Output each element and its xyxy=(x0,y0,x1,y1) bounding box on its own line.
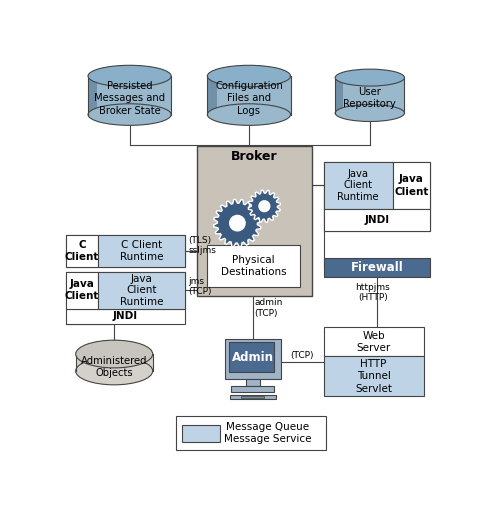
Text: jms
(TCP): jms (TCP) xyxy=(188,276,211,296)
Text: C Client
Runtime: C Client Runtime xyxy=(120,240,163,262)
Bar xyxy=(323,162,429,231)
Polygon shape xyxy=(213,199,261,247)
Polygon shape xyxy=(334,78,342,113)
Bar xyxy=(229,395,275,399)
Bar xyxy=(225,338,280,379)
Text: admin
(TCP): admin (TCP) xyxy=(254,298,282,317)
Ellipse shape xyxy=(334,69,404,86)
Bar xyxy=(228,343,273,372)
Bar xyxy=(65,272,185,309)
Text: httpjms
(HTTP): httpjms (HTTP) xyxy=(355,283,390,302)
Text: Administered
Objects: Administered Objects xyxy=(81,356,147,378)
Polygon shape xyxy=(88,76,171,115)
Text: (TCP): (TCP) xyxy=(290,351,313,360)
Bar xyxy=(241,396,264,398)
Bar xyxy=(323,327,423,356)
Bar xyxy=(65,309,185,324)
Ellipse shape xyxy=(207,104,290,125)
Text: Java
Client: Java Client xyxy=(393,174,428,197)
Text: HTTP
Tunnel
Servlet: HTTP Tunnel Servlet xyxy=(354,359,392,394)
Bar xyxy=(323,258,429,277)
Bar xyxy=(98,234,185,267)
Text: Message Queue
Message Service: Message Queue Message Service xyxy=(223,422,311,444)
Bar xyxy=(65,272,98,309)
Bar xyxy=(207,245,299,287)
Text: Physical
Destinations: Physical Destinations xyxy=(220,254,286,277)
Ellipse shape xyxy=(207,66,290,87)
Circle shape xyxy=(229,216,244,231)
Text: JNDI: JNDI xyxy=(113,311,137,322)
Ellipse shape xyxy=(334,104,404,121)
Bar xyxy=(323,162,392,209)
Text: JNDI: JNDI xyxy=(363,215,389,225)
Text: Configuration
Files and
Logs: Configuration Files and Logs xyxy=(214,81,282,116)
Circle shape xyxy=(258,201,269,211)
Bar xyxy=(323,209,429,231)
Polygon shape xyxy=(248,190,280,222)
Bar xyxy=(323,356,423,396)
Text: C
Client: C Client xyxy=(64,240,99,262)
Polygon shape xyxy=(334,78,404,113)
Text: Firewall: Firewall xyxy=(349,261,402,274)
Text: Broker: Broker xyxy=(230,151,277,163)
Text: Java
Client: Java Client xyxy=(64,279,99,302)
Bar xyxy=(196,146,311,296)
Text: Persisted
Messages and
Broker State: Persisted Messages and Broker State xyxy=(94,81,165,116)
Ellipse shape xyxy=(88,104,171,125)
Text: User
Repository: User Repository xyxy=(343,87,395,109)
Polygon shape xyxy=(88,76,97,115)
Bar xyxy=(175,416,325,450)
Text: Java
Client
Runtime: Java Client Runtime xyxy=(120,273,163,307)
Ellipse shape xyxy=(88,66,171,87)
Ellipse shape xyxy=(76,357,152,385)
Text: Java
Client
Runtime: Java Client Runtime xyxy=(337,169,378,202)
Bar xyxy=(231,387,274,392)
Text: (TLS)
ssljms: (TLS) ssljms xyxy=(188,236,215,255)
Polygon shape xyxy=(207,76,216,115)
Text: Web
Server: Web Server xyxy=(356,331,390,353)
Ellipse shape xyxy=(76,340,152,368)
Bar xyxy=(245,379,259,387)
Bar xyxy=(65,234,185,267)
Polygon shape xyxy=(76,354,152,371)
Text: Admin: Admin xyxy=(231,351,273,364)
Bar xyxy=(98,272,185,309)
Polygon shape xyxy=(207,76,290,115)
Bar xyxy=(182,425,220,442)
Bar xyxy=(65,234,98,267)
Bar xyxy=(392,162,429,209)
